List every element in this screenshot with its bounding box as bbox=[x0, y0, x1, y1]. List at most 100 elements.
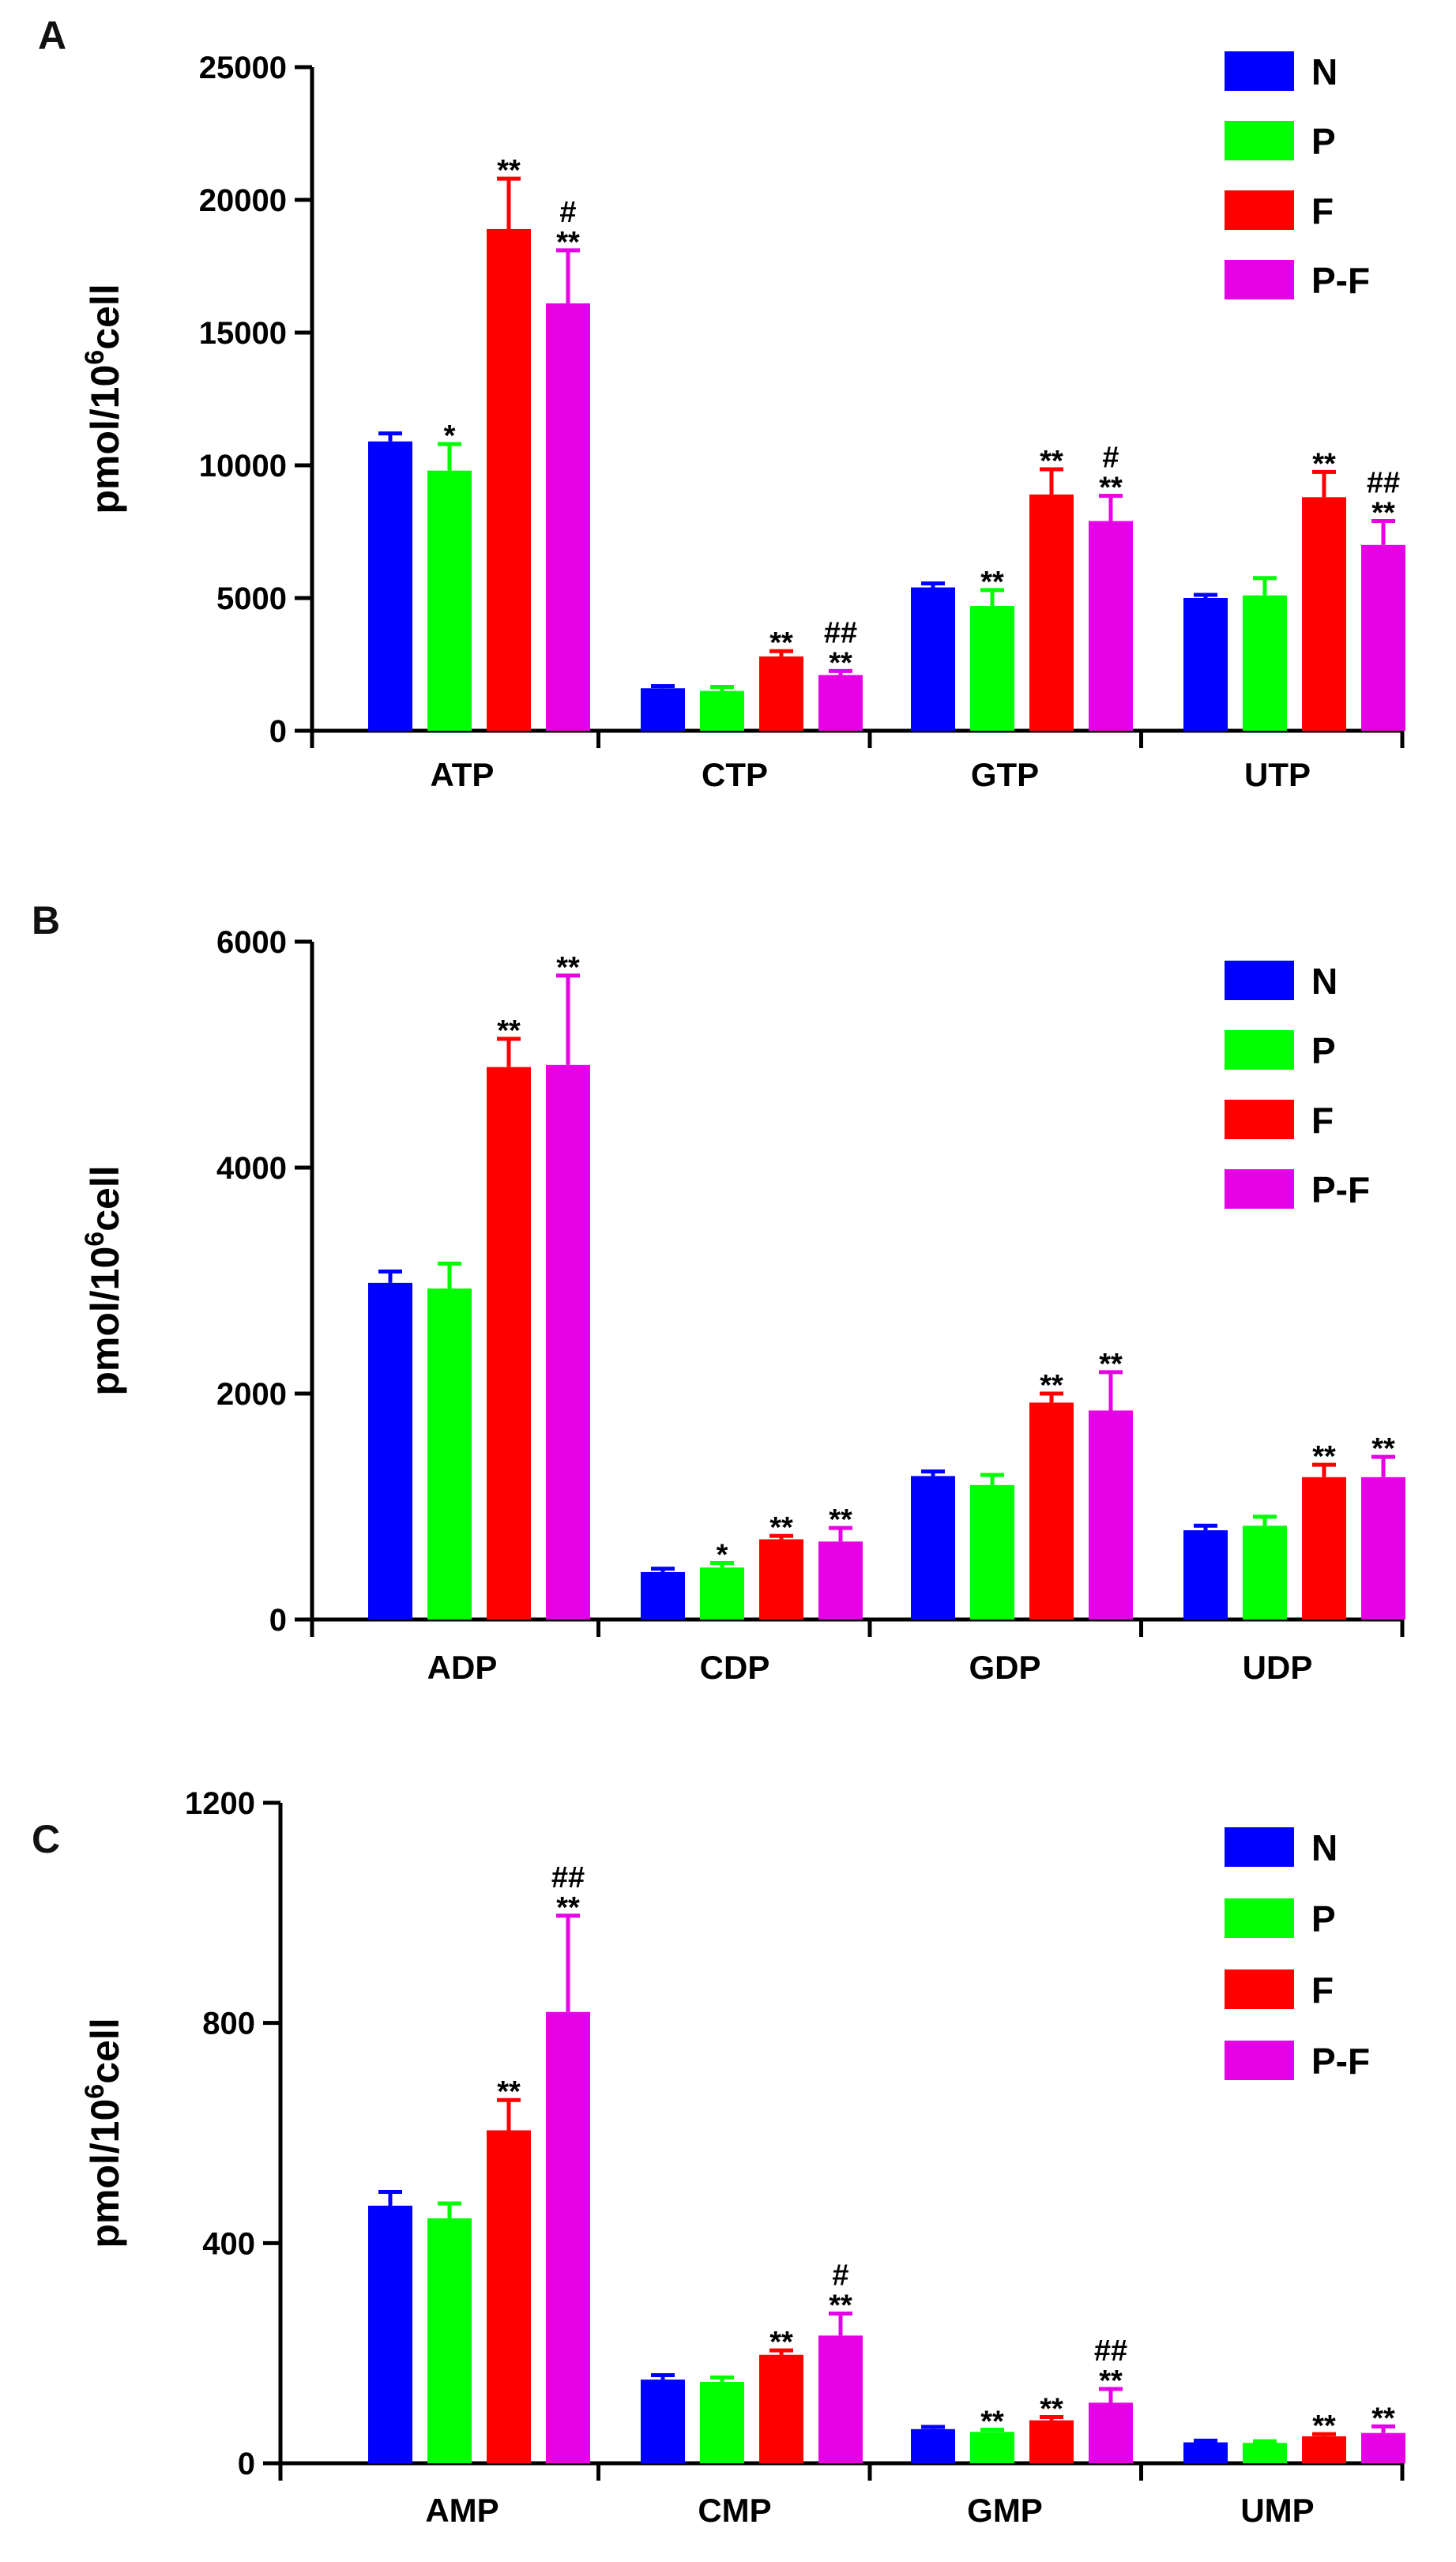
legend-label-n: N bbox=[1311, 51, 1337, 92]
significance-mark: ** bbox=[829, 1503, 852, 1537]
bar-f-cmp bbox=[759, 2354, 803, 2463]
bar-f-gtp bbox=[1029, 494, 1074, 731]
x-tick-label-gmp: GMP bbox=[967, 2492, 1043, 2529]
x-tick-label-utp: UTP bbox=[1244, 756, 1311, 793]
significance-mark: ** bbox=[769, 626, 793, 660]
significance-mark: ** bbox=[1040, 1369, 1063, 1402]
y-tick-label: 5000 bbox=[216, 581, 287, 616]
significance-mark: ** bbox=[980, 566, 1004, 599]
bar-p-gdp bbox=[970, 1484, 1014, 1620]
y-tick-label: 1200 bbox=[185, 1786, 255, 1821]
significance-mark: ** bbox=[1312, 447, 1336, 480]
bar-f-utp bbox=[1302, 497, 1346, 731]
y-tick-label: 0 bbox=[238, 2447, 255, 2481]
bar-p-f-utp bbox=[1361, 544, 1405, 731]
x-tick-label-atp: ATP bbox=[431, 756, 495, 793]
significance-mark: ** bbox=[1371, 2402, 1395, 2435]
bar-n-utp bbox=[1183, 598, 1228, 731]
bar-f-cdp bbox=[759, 1539, 803, 1620]
significance-mark: ** bbox=[1040, 2392, 1063, 2425]
legend-label-f: F bbox=[1311, 190, 1334, 231]
legend-swatch-n bbox=[1225, 961, 1294, 1000]
bar-n-cdp bbox=[641, 1571, 685, 1620]
legend-label-f: F bbox=[1311, 1100, 1334, 1141]
significance-mark: ** bbox=[497, 1014, 521, 1048]
bar-n-adp bbox=[368, 1282, 412, 1620]
x-tick-label-gdp: GDP bbox=[969, 1649, 1040, 1686]
y-tick-label: 10000 bbox=[199, 449, 287, 483]
panel-letter: C bbox=[32, 1817, 60, 1861]
significance-mark: ** bbox=[497, 2075, 521, 2109]
bar-p-f-amp bbox=[546, 2011, 590, 2463]
y-tick-label: 2000 bbox=[216, 1377, 287, 1412]
y-axis-label: pmol/106cell bbox=[80, 1165, 127, 1395]
significance-mark: # bbox=[1102, 442, 1119, 475]
significance-mark: ** bbox=[980, 2406, 1004, 2439]
significance-mark: ** bbox=[1312, 1440, 1336, 1473]
significance-mark: ** bbox=[829, 646, 852, 679]
bar-n-ump bbox=[1183, 2442, 1228, 2463]
significance-mark: ** bbox=[829, 2289, 852, 2323]
bar-n-gmp bbox=[911, 2428, 955, 2463]
bar-f-ctp bbox=[759, 656, 803, 731]
bar-f-udp bbox=[1302, 1477, 1346, 1620]
legend-swatch-n bbox=[1225, 1827, 1294, 1867]
significance-mark: ** bbox=[556, 226, 580, 259]
legend-swatch-p-f bbox=[1225, 260, 1294, 299]
legend-swatch-p-f bbox=[1225, 2041, 1294, 2080]
legend-swatch-p bbox=[1225, 1898, 1294, 1938]
bar-n-ctp bbox=[641, 688, 685, 731]
legend-label-p-f: P-F bbox=[1311, 260, 1370, 301]
significance-mark: ## bbox=[1094, 2334, 1127, 2368]
panel-letter: B bbox=[32, 898, 60, 942]
y-axis-label: pmol/106cell bbox=[80, 2018, 127, 2248]
significance-mark: * bbox=[444, 419, 456, 453]
legend-swatch-p bbox=[1225, 121, 1294, 160]
significance-mark: # bbox=[559, 196, 576, 229]
bar-p-f-gdp bbox=[1089, 1410, 1133, 1620]
bar-p-f-ctp bbox=[818, 675, 863, 731]
significance-mark: ** bbox=[1099, 2364, 1123, 2398]
significance-mark: ** bbox=[1040, 445, 1063, 478]
x-tick-label-ump: UMP bbox=[1240, 2492, 1314, 2529]
significance-mark: ** bbox=[1371, 1432, 1395, 1465]
bar-f-atp bbox=[487, 228, 531, 732]
bar-p-adp bbox=[427, 1289, 472, 1620]
bar-p-f-gmp bbox=[1089, 2402, 1133, 2463]
significance-mark: ** bbox=[1371, 497, 1395, 530]
significance-mark: # bbox=[832, 2259, 848, 2293]
y-axis-label: pmol/106cell bbox=[80, 284, 127, 514]
significance-mark: ** bbox=[1099, 1348, 1123, 1381]
bar-f-gmp bbox=[1029, 2420, 1074, 2463]
bar-p-f-atp bbox=[546, 303, 590, 731]
bar-p-amp bbox=[427, 2218, 472, 2463]
significance-mark: ** bbox=[1312, 2410, 1336, 2443]
legend-swatch-p bbox=[1225, 1030, 1294, 1070]
bar-f-ump bbox=[1302, 2436, 1346, 2463]
bar-p-f-cmp bbox=[818, 2335, 863, 2463]
legend-swatch-f bbox=[1225, 190, 1294, 230]
bar-n-cmp bbox=[641, 2380, 685, 2463]
significance-mark: ** bbox=[556, 1891, 580, 1924]
bar-p-f-udp bbox=[1361, 1477, 1405, 1620]
significance-mark: ** bbox=[769, 1511, 793, 1544]
bar-p-cdp bbox=[700, 1567, 744, 1620]
bar-f-gdp bbox=[1029, 1402, 1074, 1620]
bar-p-gtp bbox=[970, 606, 1014, 731]
legend-label-p-f: P-F bbox=[1311, 2041, 1370, 2082]
y-tick-label: 4000 bbox=[216, 1151, 287, 1186]
bar-p-udp bbox=[1243, 1526, 1287, 1620]
bar-p-f-ump bbox=[1361, 2432, 1405, 2463]
legend-swatch-p-f bbox=[1225, 1169, 1294, 1209]
legend-label-p: P bbox=[1311, 1898, 1336, 1939]
significance-mark: ## bbox=[824, 616, 857, 649]
y-tick-label: 400 bbox=[202, 2226, 255, 2261]
bar-n-gdp bbox=[911, 1476, 955, 1620]
bar-f-amp bbox=[487, 2130, 531, 2463]
y-tick-label: 6000 bbox=[216, 925, 287, 960]
x-tick-label-adp: ADP bbox=[427, 1649, 498, 1686]
